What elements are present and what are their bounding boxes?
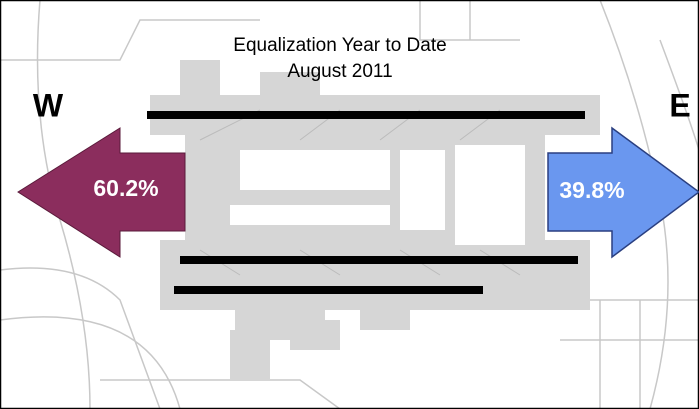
east-arrow — [547, 126, 699, 259]
title-line2: August 2011 — [287, 61, 392, 82]
east-label: E — [669, 87, 690, 123]
west-share: 60.2% — [93, 175, 158, 201]
title-line1: Equalization Year to Date — [233, 35, 446, 56]
east-share: 39.8% — [559, 177, 624, 203]
west-label: W — [33, 87, 64, 123]
west-arrow — [17, 127, 186, 258]
runways — [147, 111, 585, 294]
